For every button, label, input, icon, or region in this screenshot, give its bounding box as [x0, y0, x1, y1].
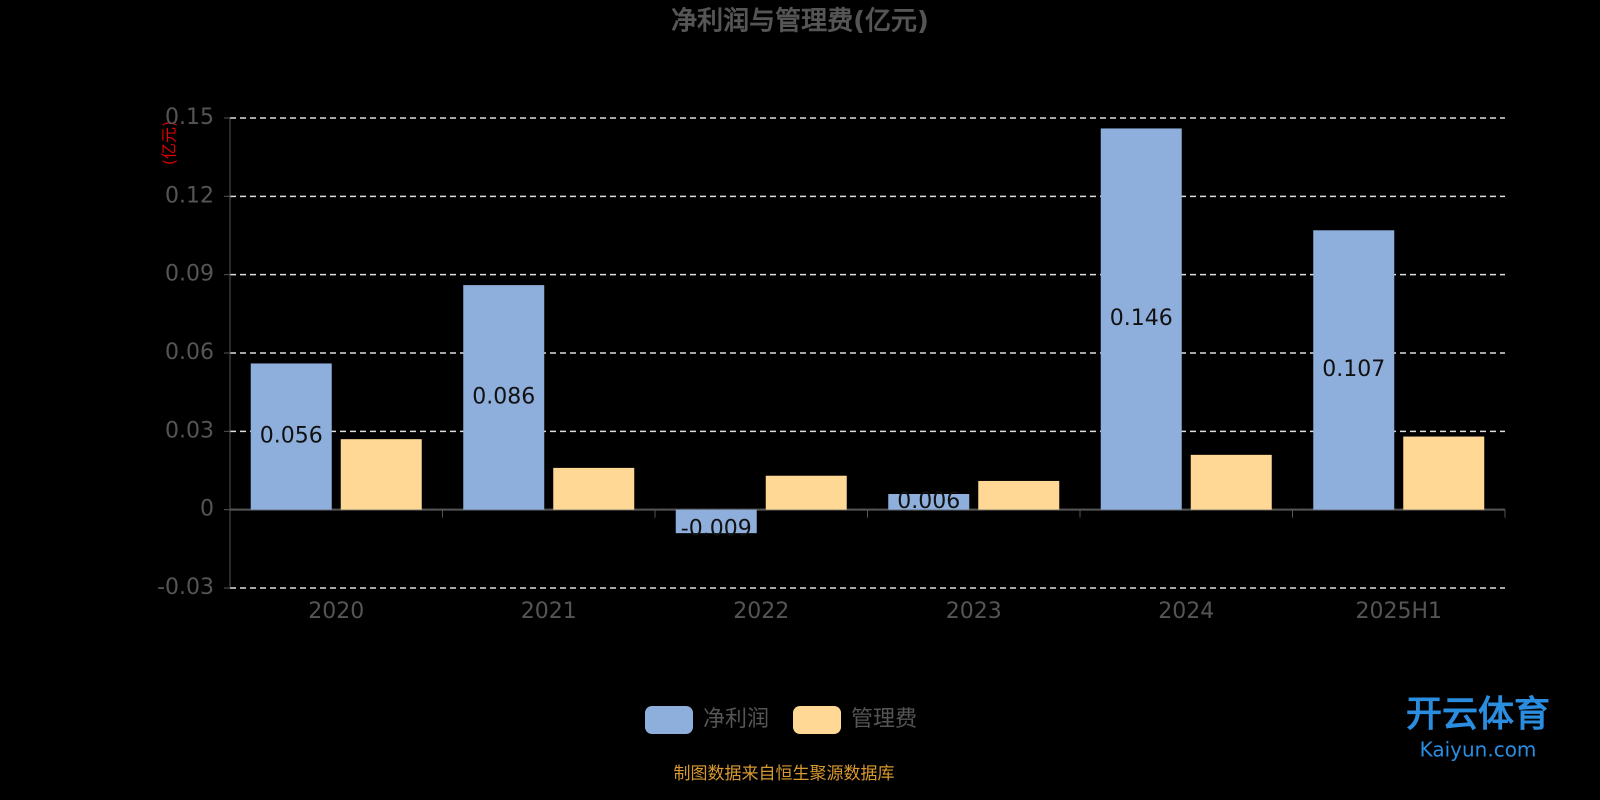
bar [1313, 230, 1395, 510]
bar [553, 467, 635, 510]
bar [463, 285, 545, 510]
y-tick-label: 0.12 [165, 183, 214, 208]
x-tick-label: 2022 [733, 599, 789, 624]
watermark-title: 开云体育 [1406, 694, 1550, 735]
bar [675, 509, 757, 534]
y-tick-label: 0.03 [165, 418, 214, 443]
watermark-url: Kaiyun.com [1420, 738, 1537, 762]
source-note: 制图数据来自恒生聚源数据库 [674, 764, 895, 784]
bar [888, 494, 970, 510]
legend-swatch [645, 706, 693, 734]
bar [1190, 454, 1272, 510]
data-label: 0.056 [260, 424, 323, 449]
data-label: 0.146 [1110, 306, 1173, 331]
bar [765, 475, 847, 510]
y-tick-label: 0.06 [165, 340, 214, 365]
chart-title: 净利润与管理费(亿元) [671, 6, 929, 37]
x-tick-label: 2023 [946, 599, 1002, 624]
data-label: 0.086 [472, 384, 535, 409]
y-tick-label: 0.09 [165, 262, 214, 287]
y-tick-label: -0.03 [157, 575, 214, 600]
x-tick-label: 2025H1 [1355, 599, 1442, 624]
bar [978, 480, 1060, 510]
x-tick-label: 2024 [1158, 599, 1214, 624]
y-tick-label: 0.15 [165, 105, 214, 130]
bar [340, 439, 422, 510]
legend-label: 管理费 [851, 707, 917, 732]
x-tick-label: 2020 [308, 599, 364, 624]
y-axis-label: (亿元) [160, 121, 179, 166]
legend-label: 净利润 [703, 707, 769, 732]
y-tick-label: 0 [200, 497, 214, 522]
bar [1403, 436, 1485, 510]
bar [250, 363, 332, 510]
x-tick-label: 2021 [521, 599, 577, 624]
data-label: -0.009 [681, 516, 752, 541]
data-label: 0.107 [1322, 357, 1385, 382]
data-label: 0.006 [897, 489, 960, 514]
bar [1100, 128, 1182, 510]
legend-swatch [793, 706, 842, 734]
